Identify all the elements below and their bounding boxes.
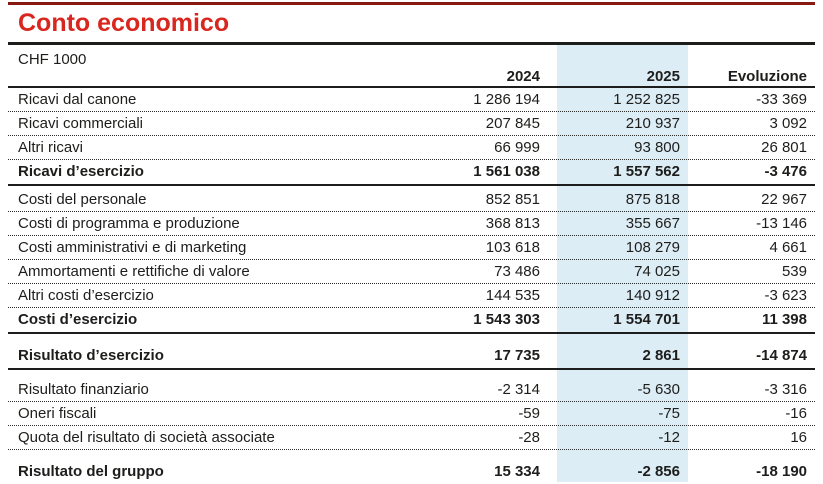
row-label: Ricavi commerciali	[18, 115, 144, 132]
row-value-2024: 1 543 303	[473, 311, 540, 328]
table-row: Risultato finanziario -2 314 -5 630 -3 3…	[8, 378, 815, 402]
row-value-evoluzione: 4 661	[769, 239, 807, 256]
table-row: Risultato del gruppo 15 334 -2 856 -18 1…	[8, 460, 815, 484]
row-label: Costi d’esercizio	[18, 311, 138, 328]
table-row: Costi del personale 852 851 875 818 22 9…	[8, 188, 815, 212]
row-value-2025: -5 630	[637, 381, 680, 398]
row-value-evoluzione: 539	[781, 263, 807, 280]
table-section: Risultato finanziario -2 314 -5 630 -3 3…	[8, 378, 815, 450]
row-value-evoluzione: -16	[785, 405, 807, 422]
row-value-2024: 15 334	[494, 463, 540, 480]
row-value-2024: 17 735	[494, 347, 540, 364]
row-value-evoluzione: 26 801	[761, 139, 807, 156]
row-value-2024: -2 314	[497, 381, 540, 398]
column-header-row: 2024 2025 Evoluzione	[8, 68, 815, 86]
row-value-evoluzione: 22 967	[761, 191, 807, 208]
row-value-evoluzione: 16	[790, 429, 807, 446]
table-section: Ricavi dal canone 1 286 194 1 252 825 -3…	[8, 88, 815, 186]
table-row: Costi d’esercizio 1 543 303 1 554 701 11…	[8, 308, 815, 334]
table-row: Ricavi dal canone 1 286 194 1 252 825 -3…	[8, 88, 815, 112]
table-row: Costi di programma e produzione 368 813 …	[8, 212, 815, 236]
row-label: Ricavi d’esercizio	[18, 163, 144, 180]
table-section: Risultato d’esercizio 17 735 2 861 -14 8…	[8, 344, 815, 370]
page-title: Conto economico	[18, 9, 230, 37]
row-value-2025: 210 937	[625, 115, 680, 132]
row-value-evoluzione: -18 190	[756, 463, 807, 480]
row-value-2024: 66 999	[494, 139, 540, 156]
row-label: Costi di programma e produzione	[18, 215, 240, 232]
column-header-2024: 2024	[506, 68, 540, 85]
row-label: Altri ricavi	[18, 139, 84, 156]
table-row: Ricavi commerciali 207 845 210 937 3 092	[8, 112, 815, 136]
row-value-evoluzione: -3 476	[764, 163, 807, 180]
row-value-2025: 355 667	[625, 215, 680, 232]
row-label: Oneri fiscali	[18, 405, 97, 422]
row-value-2025: -2 856	[637, 463, 680, 480]
column-header-2025: 2025	[646, 68, 680, 85]
row-value-evoluzione: 11 398	[761, 311, 807, 328]
table-row: Ricavi d’esercizio 1 561 038 1 557 562 -…	[8, 160, 815, 186]
row-value-evoluzione: -33 369	[756, 91, 807, 108]
row-value-2025: 93 800	[634, 139, 680, 156]
row-label: Altri costi d’esercizio	[18, 287, 154, 304]
row-value-evoluzione: -14 874	[756, 347, 807, 364]
row-value-2024: 73 486	[494, 263, 540, 280]
table-content: Conto economico CHF 1000 2024 2025 Evolu…	[8, 2, 815, 484]
row-label: Risultato d’esercizio	[18, 347, 164, 364]
row-label: Risultato finanziario	[18, 381, 149, 398]
row-value-2024: 103 618	[485, 239, 540, 256]
row-value-2024: 1 286 194	[473, 91, 540, 108]
row-value-2025: 1 554 701	[613, 311, 680, 328]
row-label: Risultato del gruppo	[18, 463, 164, 480]
row-label: Ricavi dal canone	[18, 91, 137, 108]
table-row: Ammortamenti e rettifiche di valore 73 4…	[8, 260, 815, 284]
row-label: Costi amministrativi e di marketing	[18, 239, 247, 256]
row-value-2025: 1 252 825	[613, 91, 680, 108]
row-value-2025: -75	[658, 405, 680, 422]
row-value-evoluzione: -3 623	[764, 287, 807, 304]
row-label: Costi del personale	[18, 191, 147, 208]
table-section: Costi del personale 852 851 875 818 22 9…	[8, 188, 815, 334]
row-value-2024: 852 851	[485, 191, 540, 208]
row-value-2024: -28	[518, 429, 540, 446]
row-value-2025: 2 861	[642, 347, 680, 364]
row-value-2024: 144 535	[485, 287, 540, 304]
row-value-2024: 368 813	[485, 215, 540, 232]
unit-label: CHF 1000	[18, 51, 87, 68]
column-header-spacer	[8, 68, 407, 86]
row-value-2024: 1 561 038	[473, 163, 540, 180]
row-value-2024: -59	[518, 405, 540, 422]
table-section: Risultato del gruppo 15 334 -2 856 -18 1…	[8, 460, 815, 484]
row-label: Ammortamenti e rettifiche di valore	[18, 263, 250, 280]
row-value-2024: 207 845	[485, 115, 540, 132]
title-rule	[8, 42, 815, 45]
row-value-2025: 108 279	[625, 239, 680, 256]
table-row: Altri costi d’esercizio 144 535 140 912 …	[8, 284, 815, 308]
column-header-evoluzione: Evoluzione	[727, 68, 807, 85]
row-value-2025: 875 818	[625, 191, 680, 208]
highlight-column-2025	[557, 45, 688, 482]
row-value-2025: 74 025	[634, 263, 680, 280]
row-value-2025: -12	[658, 429, 680, 446]
row-value-evoluzione: 3 092	[769, 115, 807, 132]
row-label: Quota del risultato di società associate	[18, 429, 275, 446]
table-body: Ricavi dal canone 1 286 194 1 252 825 -3…	[8, 88, 815, 484]
table-row: Oneri fiscali -59 -75 -16	[8, 402, 815, 426]
row-value-evoluzione: -13 146	[756, 215, 807, 232]
row-value-evoluzione: -3 316	[764, 381, 807, 398]
table-row: Altri ricavi 66 999 93 800 26 801	[8, 136, 815, 160]
row-value-2025: 1 557 562	[613, 163, 680, 180]
table-row: Costi amministrativi e di marketing 103 …	[8, 236, 815, 260]
table-row: Quota del risultato di società associate…	[8, 426, 815, 450]
header-rule	[8, 86, 815, 88]
top-rule	[8, 2, 815, 5]
row-value-2025: 140 912	[625, 287, 680, 304]
table-row: Risultato d’esercizio 17 735 2 861 -14 8…	[8, 344, 815, 370]
